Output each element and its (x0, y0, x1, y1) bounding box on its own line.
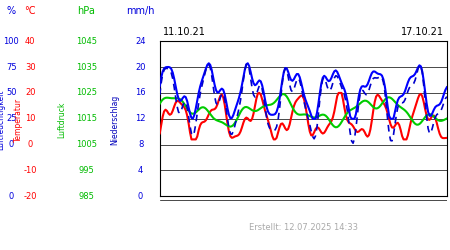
Text: 11.10.21: 11.10.21 (162, 26, 206, 36)
Text: hPa: hPa (77, 6, 95, 16)
Text: 25: 25 (6, 114, 17, 123)
Text: Luftdruck: Luftdruck (57, 102, 66, 138)
Text: -20: -20 (23, 192, 37, 201)
Text: 30: 30 (25, 62, 36, 72)
Text: 12: 12 (135, 114, 146, 123)
Text: %: % (7, 6, 16, 16)
Text: °C: °C (25, 6, 36, 16)
Text: 100: 100 (3, 37, 19, 46)
Text: 10: 10 (25, 114, 36, 123)
Text: 16: 16 (135, 88, 146, 98)
Text: 8: 8 (138, 140, 143, 149)
Text: 50: 50 (6, 88, 17, 98)
Text: Temperatur: Temperatur (14, 98, 23, 142)
Text: mm/h: mm/h (126, 6, 155, 16)
Text: 1035: 1035 (76, 62, 97, 72)
Text: 995: 995 (78, 166, 94, 175)
Text: -10: -10 (23, 166, 37, 175)
Text: 0: 0 (138, 192, 143, 201)
Text: 40: 40 (25, 37, 36, 46)
Text: 24: 24 (135, 37, 146, 46)
Text: 1025: 1025 (76, 88, 97, 98)
Text: 0: 0 (9, 192, 14, 201)
Text: 20: 20 (135, 62, 146, 72)
Text: 1005: 1005 (76, 140, 97, 149)
Text: 1015: 1015 (76, 114, 97, 123)
Text: 17.10.21: 17.10.21 (401, 26, 444, 36)
Text: Luftfeuchtigkeit: Luftfeuchtigkeit (0, 90, 5, 150)
Text: Erstellt: 12.07.2025 14:33: Erstellt: 12.07.2025 14:33 (249, 223, 358, 232)
Text: 985: 985 (78, 192, 94, 201)
Text: 0: 0 (9, 140, 14, 149)
Text: 75: 75 (6, 62, 17, 72)
Text: 4: 4 (138, 166, 143, 175)
Text: 0: 0 (28, 140, 33, 149)
Text: Niederschlag: Niederschlag (111, 95, 120, 145)
Text: 20: 20 (25, 88, 36, 98)
Text: 1045: 1045 (76, 37, 97, 46)
